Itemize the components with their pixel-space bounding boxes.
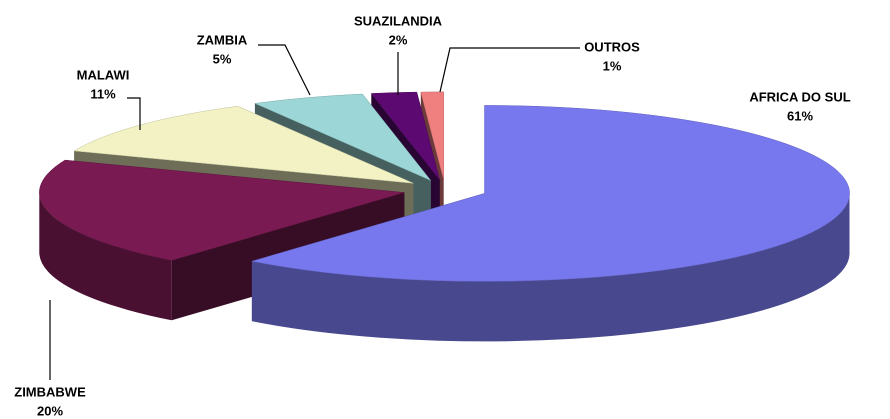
- slice-top: [420, 91, 444, 180]
- slice-value-label: 1%: [603, 58, 622, 73]
- slice-wall: [251, 193, 850, 342]
- slice-value-label: 5%: [213, 51, 232, 66]
- leader-line: [258, 44, 311, 96]
- slice-top: [39, 159, 405, 261]
- slice-label: MALAWI: [77, 67, 130, 82]
- slice-value-label: 11%: [90, 86, 116, 101]
- slice-label: SUAZILANDIA: [354, 13, 443, 28]
- slice-top: [251, 105, 850, 282]
- leader-line: [127, 97, 141, 130]
- slice-wall: [39, 192, 172, 321]
- slice-label: ZIMBABWE: [14, 384, 86, 399]
- pie: [39, 91, 850, 342]
- slice-value-label: 20%: [37, 403, 63, 418]
- slice-label: ZAMBIA: [197, 32, 248, 47]
- slice-label: OUTROS: [584, 39, 640, 54]
- slice-top: [253, 93, 431, 181]
- slice-value-label: 61%: [787, 108, 813, 123]
- slice-value-label: 2%: [389, 32, 408, 47]
- leader-line: [439, 47, 580, 93]
- slice: [251, 105, 850, 342]
- labels: AFRICA DO SUL 61% ZIMBABWE 20% MALAWI 11% ZAMB…: [14, 13, 850, 418]
- slice-top: [370, 91, 440, 181]
- leader-lines: [49, 44, 580, 380]
- slice-label: AFRICA DO SUL: [749, 89, 850, 104]
